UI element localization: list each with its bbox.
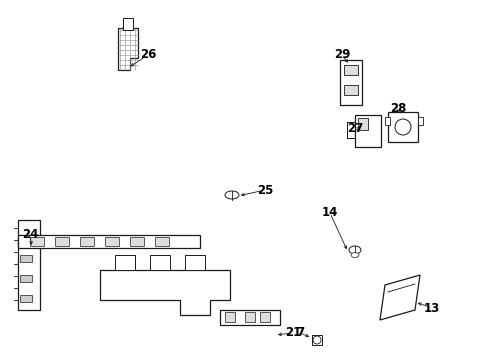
Text: 29: 29 xyxy=(333,49,349,62)
Text: 7: 7 xyxy=(295,327,304,339)
Text: 28: 28 xyxy=(389,102,406,114)
Text: 21: 21 xyxy=(285,327,301,339)
Bar xyxy=(354,115,380,147)
Bar xyxy=(384,117,389,125)
Bar xyxy=(20,275,32,282)
Text: 25: 25 xyxy=(256,184,273,197)
Ellipse shape xyxy=(312,336,320,344)
Ellipse shape xyxy=(348,246,360,254)
Polygon shape xyxy=(220,310,280,325)
Polygon shape xyxy=(379,275,419,320)
Text: 14: 14 xyxy=(321,207,338,220)
Ellipse shape xyxy=(224,191,239,199)
Bar xyxy=(343,85,357,95)
Bar xyxy=(115,255,135,270)
Bar xyxy=(184,255,204,270)
Text: 13: 13 xyxy=(423,302,439,315)
Bar xyxy=(417,117,422,125)
Bar xyxy=(20,295,32,302)
Bar xyxy=(339,60,361,105)
Polygon shape xyxy=(100,270,229,315)
Ellipse shape xyxy=(350,252,358,257)
Bar xyxy=(55,237,69,246)
Bar xyxy=(357,118,367,130)
Polygon shape xyxy=(118,28,138,70)
Bar xyxy=(387,112,417,142)
Bar xyxy=(155,237,169,246)
Bar xyxy=(311,335,321,345)
Bar xyxy=(343,65,357,75)
Polygon shape xyxy=(18,235,200,248)
Bar xyxy=(20,255,32,262)
Bar xyxy=(130,237,143,246)
Bar xyxy=(244,312,254,322)
Bar xyxy=(224,312,235,322)
Bar xyxy=(30,237,44,246)
Text: 27: 27 xyxy=(346,122,363,135)
Polygon shape xyxy=(18,220,40,310)
Bar xyxy=(80,237,94,246)
Bar xyxy=(105,237,119,246)
Ellipse shape xyxy=(394,119,410,135)
Text: 24: 24 xyxy=(22,229,38,242)
Bar xyxy=(260,312,269,322)
Text: 26: 26 xyxy=(140,49,156,62)
Bar xyxy=(150,255,170,270)
Bar xyxy=(123,18,133,30)
Bar xyxy=(20,235,32,242)
